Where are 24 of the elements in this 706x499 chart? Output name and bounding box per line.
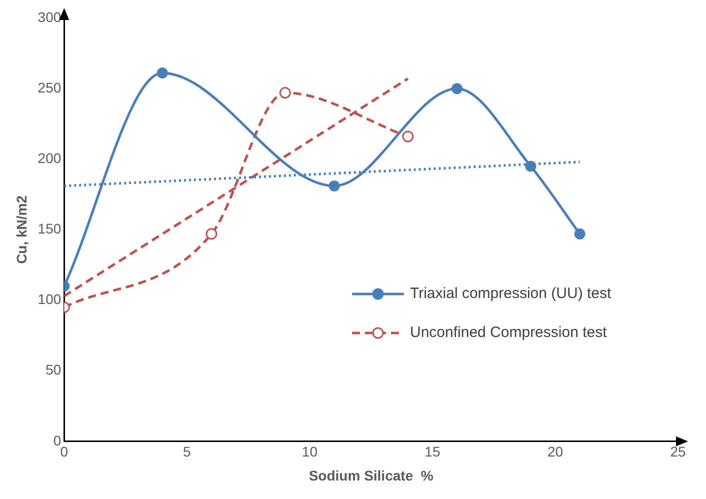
point (525, 160, 536, 172)
y-tick-label: 250 (38, 79, 62, 96)
y-tick-label: 150 (38, 220, 62, 237)
x-tick-label: 10 (302, 444, 318, 460)
y-axis-title: Cu, kN/m2 (13, 195, 30, 264)
y-tick-label: 0 (53, 432, 62, 448)
legend-label: Unconfined Compression test (410, 324, 607, 341)
x-tick-label: 25 (670, 444, 686, 460)
y-tick-label: 300 (38, 8, 62, 25)
point (402, 130, 414, 142)
x-tick-label: 5 (183, 444, 192, 460)
x-tick-label: 20 (547, 444, 564, 460)
point (206, 228, 218, 240)
point (452, 83, 463, 94)
point (328, 180, 340, 192)
legend-label: Triaxial compression (UU) test (410, 285, 612, 302)
y-tick-label: 100 (38, 291, 62, 308)
y-tick-label: 50 (46, 362, 62, 378)
y-tick-label: 200 (38, 150, 62, 166)
point (279, 87, 291, 99)
x-tick-label: 15 (424, 444, 440, 460)
point (156, 68, 168, 79)
point (574, 228, 586, 240)
x-axis-title: Sodium Silicate % (308, 467, 434, 484)
